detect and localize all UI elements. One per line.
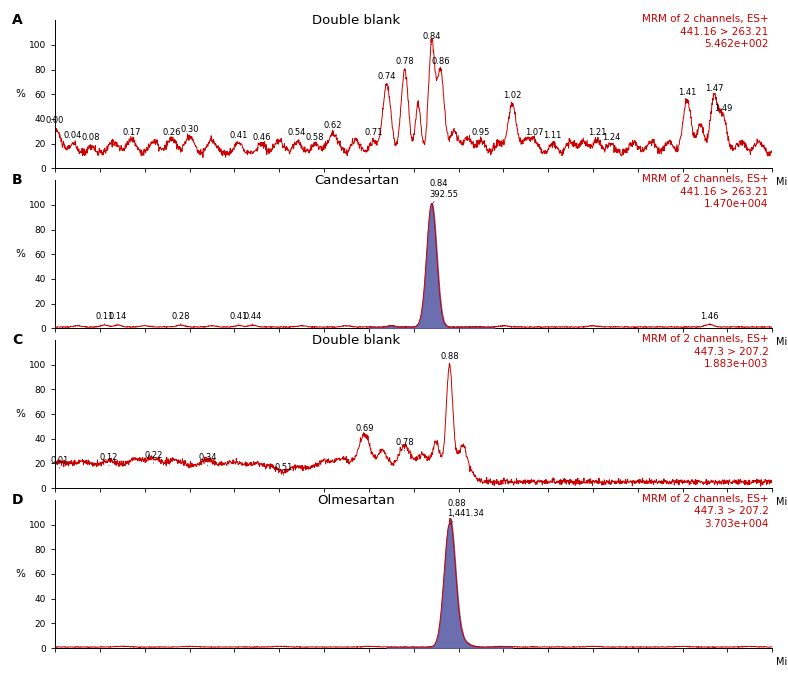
Text: 1.47: 1.47 [704,84,723,97]
Text: 0.26: 0.26 [162,128,181,141]
Text: Candesartan: Candesartan [314,174,399,187]
Y-axis label: %: % [16,89,25,99]
Text: 0.28: 0.28 [172,312,190,325]
Text: Min: Min [776,337,788,347]
Text: 0.95: 0.95 [472,128,490,141]
Text: 0.44: 0.44 [243,312,262,325]
Text: 0.01: 0.01 [50,456,69,468]
Text: 0.71: 0.71 [364,128,383,141]
Text: 0.58: 0.58 [306,134,325,146]
Text: 0.41: 0.41 [230,312,248,325]
Text: 0.11: 0.11 [95,312,113,325]
Y-axis label: %: % [16,249,25,259]
Text: 1.49: 1.49 [714,104,732,117]
Text: 1.02: 1.02 [503,91,522,104]
Text: 1.07: 1.07 [526,128,544,141]
Text: 0.17: 0.17 [122,128,140,141]
Text: 0.22: 0.22 [144,451,163,464]
Text: 1.41: 1.41 [678,88,697,101]
Text: Min: Min [776,497,788,507]
Text: 0.78: 0.78 [396,57,414,70]
Text: 1.46: 1.46 [701,312,719,325]
Text: 0.12: 0.12 [100,453,118,466]
Text: 0.00: 0.00 [46,116,65,129]
Text: 0.62: 0.62 [324,121,342,134]
Text: Olmesartan: Olmesartan [318,494,396,507]
Text: 0.08: 0.08 [82,134,100,146]
Text: 0.04: 0.04 [64,131,82,144]
Text: MRM of 2 channels, ES+
447.3 > 207.2
3.703e+004: MRM of 2 channels, ES+ 447.3 > 207.2 3.7… [642,494,768,529]
Y-axis label: %: % [16,409,25,419]
Text: 0.78: 0.78 [396,438,414,451]
Text: 1.24: 1.24 [602,134,620,146]
Text: 0.84
392.55: 0.84 392.55 [429,180,459,205]
Text: Double blank: Double blank [312,334,400,347]
Text: C: C [12,333,22,347]
Text: 0.74: 0.74 [377,72,396,84]
Text: 0.34: 0.34 [199,453,217,466]
Text: B: B [12,173,23,187]
Text: D: D [12,493,24,506]
Text: 0.84: 0.84 [422,32,440,45]
Text: MRM of 2 channels, ES+
441.16 > 263.21
1.470e+004: MRM of 2 channels, ES+ 441.16 > 263.21 1… [642,174,768,209]
Text: 1.21: 1.21 [589,128,607,141]
Text: 0.30: 0.30 [180,125,199,138]
Text: 0.41: 0.41 [230,131,248,144]
Text: 0.51: 0.51 [274,463,293,476]
Text: Min: Min [776,178,788,187]
Text: 0.54: 0.54 [288,128,307,141]
Text: A: A [12,13,23,27]
Text: 1.11: 1.11 [544,131,562,144]
Text: MRM of 2 channels, ES+
447.3 > 207.2
1.883e+003: MRM of 2 channels, ES+ 447.3 > 207.2 1.8… [642,334,768,369]
Text: 0.86: 0.86 [431,57,450,70]
Text: MRM of 2 channels, ES+
441.16 > 263.21
5.462e+002: MRM of 2 channels, ES+ 441.16 > 263.21 5… [642,14,768,49]
Text: 0.69: 0.69 [355,424,374,436]
Text: 0.46: 0.46 [252,134,270,146]
Text: Min: Min [776,657,788,667]
Text: 0.88: 0.88 [440,352,459,365]
Y-axis label: %: % [16,569,25,579]
Text: 0.88
1,441.34: 0.88 1,441.34 [448,499,484,524]
Text: 0.14: 0.14 [109,312,127,325]
Text: Double blank: Double blank [312,14,400,27]
